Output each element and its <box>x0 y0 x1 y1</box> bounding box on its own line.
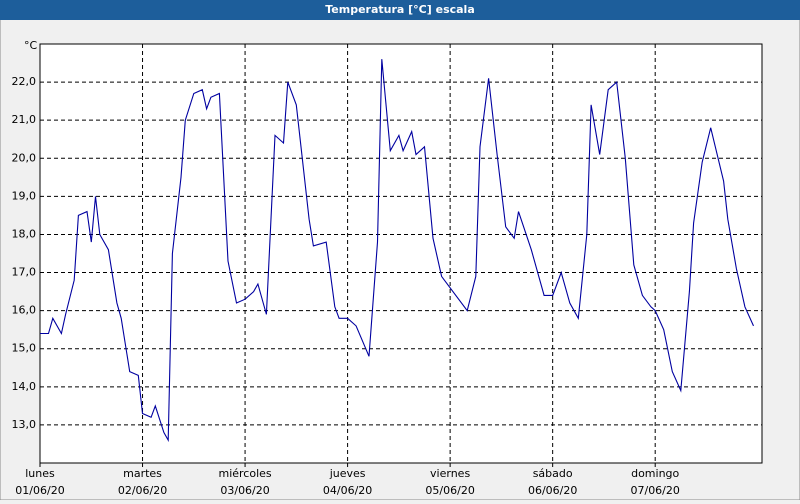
x-tick-label: viernes <box>430 467 470 480</box>
x-tick-label: martes <box>123 467 162 480</box>
line <box>40 59 755 443</box>
x-tick-date: 03/06/20 <box>220 484 269 497</box>
x-tick-date: 07/06/20 <box>630 484 679 497</box>
y-tick-label: 16,0 <box>12 304 37 317</box>
x-tick-label: sábado <box>533 467 573 480</box>
x-tick-label: jueves <box>329 467 366 480</box>
y-tick-label: 19,0 <box>12 189 37 202</box>
y-tick-label: 13,0 <box>12 418 37 431</box>
y-tick-label: 14,0 <box>12 380 37 393</box>
y-tick-label: 21,0 <box>12 113 37 126</box>
x-tick-label: lunes <box>25 467 55 480</box>
y-tick-label: 20,0 <box>12 151 37 164</box>
y-tick-label: 15,0 <box>12 342 37 355</box>
x-tick-date: 05/06/20 <box>425 484 474 497</box>
x-tick-date: 02/06/20 <box>118 484 167 497</box>
y-tick-label: 17,0 <box>12 266 37 279</box>
x-tick-label: miércoles <box>218 467 271 480</box>
plot-area <box>39 43 763 464</box>
x-tick-date: 04/06/20 <box>323 484 372 497</box>
y-axis-label: °C <box>24 39 38 52</box>
title-bar <box>0 0 800 20</box>
x-tick-date: 01/06/20 <box>15 484 64 497</box>
y-tick-label: 18,0 <box>12 227 37 240</box>
x-tick-label: domingo <box>631 467 679 480</box>
chart-title: Temperatura [°C] escala <box>325 3 475 16</box>
x-tick-date: 06/06/20 <box>528 484 577 497</box>
y-tick-label: 22,0 <box>12 75 37 88</box>
